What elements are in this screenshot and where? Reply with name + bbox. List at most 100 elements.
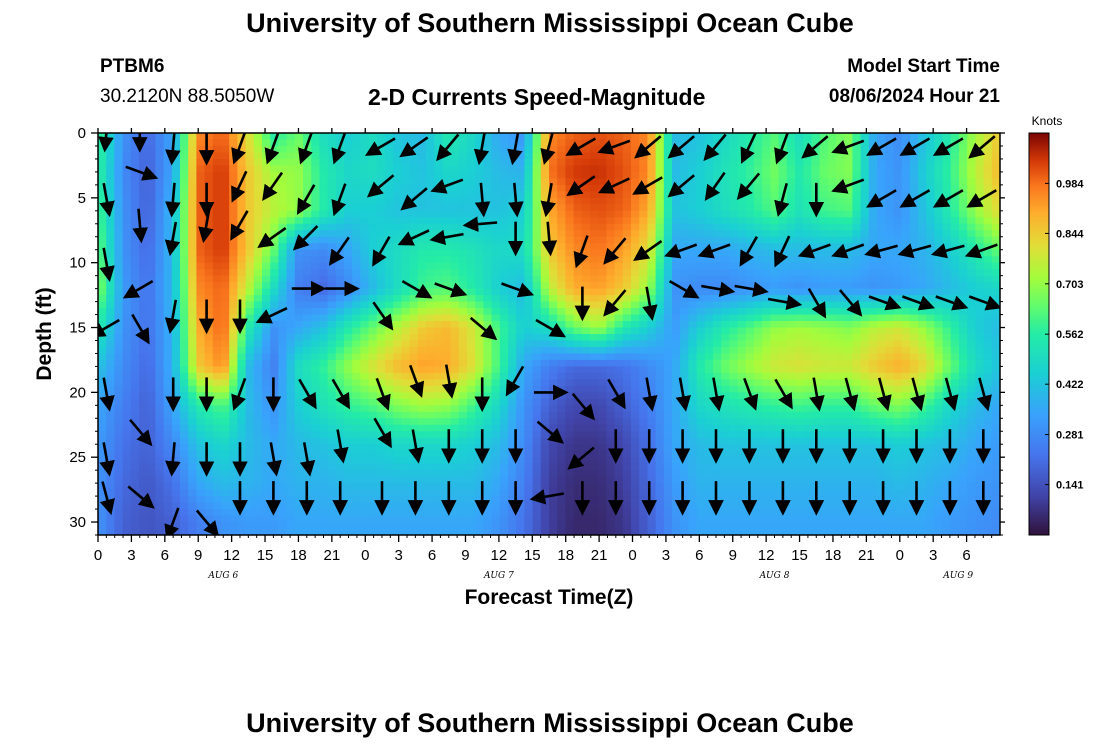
heatmap-cell <box>499 223 509 231</box>
heatmap-cell <box>245 158 255 167</box>
heatmap-cell <box>680 230 689 238</box>
heatmap-cell <box>286 385 296 393</box>
heatmap-cell <box>262 269 271 277</box>
heatmap-cell <box>180 295 189 303</box>
heatmap-cell <box>844 353 853 361</box>
heatmap-cell <box>171 411 181 419</box>
heatmap-cell <box>745 217 755 225</box>
heatmap-cell <box>204 282 214 290</box>
heatmap-cell <box>130 295 140 303</box>
heatmap-cell <box>319 334 329 342</box>
heatmap-cell <box>368 340 378 348</box>
heatmap-cell <box>639 236 648 244</box>
heatmap-cell <box>508 288 517 296</box>
heatmap-cell <box>221 275 230 283</box>
heatmap-cell <box>983 327 993 335</box>
heatmap-cell <box>754 392 763 400</box>
heatmap-cell <box>622 405 632 413</box>
heatmap-cell <box>991 262 1000 270</box>
heatmap-cell <box>819 262 829 270</box>
heatmap-cell <box>680 197 689 205</box>
heatmap-cell <box>868 314 878 322</box>
heatmap-cell <box>516 372 525 380</box>
heatmap-cell <box>754 152 763 160</box>
heatmap-cell <box>581 145 591 154</box>
heatmap-cell <box>631 204 640 212</box>
heatmap-cell <box>499 346 509 355</box>
heatmap-cell <box>795 340 804 348</box>
heatmap-cell <box>672 217 681 225</box>
heatmap-cell <box>499 314 509 322</box>
heatmap-cell <box>729 411 739 419</box>
heatmap-cell <box>844 184 853 192</box>
heatmap-cell <box>229 178 238 186</box>
heatmap-cell <box>549 405 558 413</box>
heatmap-cell <box>745 230 755 238</box>
heatmap-cell <box>130 321 140 329</box>
heatmap-cell <box>155 230 165 238</box>
heatmap-cell <box>426 256 435 264</box>
heatmap-cell <box>344 359 353 368</box>
heatmap-cell <box>130 424 140 432</box>
heatmap-cell <box>434 321 443 329</box>
heatmap-cell <box>196 398 206 406</box>
heatmap-cell <box>319 152 329 160</box>
heatmap-cell <box>877 217 886 225</box>
heatmap-cell <box>901 301 911 309</box>
heatmap-cell <box>335 334 345 342</box>
heatmap-cell <box>434 197 443 205</box>
heatmap-cell <box>368 392 378 400</box>
heatmap-cell <box>811 230 821 238</box>
heatmap-cell <box>639 204 648 212</box>
heatmap-cell <box>672 171 681 179</box>
heatmap-cell <box>450 269 460 277</box>
heatmap-cell <box>622 204 632 212</box>
heatmap-cell <box>778 405 788 413</box>
heatmap-cell <box>376 230 386 238</box>
heatmap-cell <box>508 210 517 218</box>
heatmap-cell <box>795 321 804 329</box>
heatmap-cell <box>139 178 148 186</box>
heatmap-cell <box>836 359 845 368</box>
heatmap-cell <box>893 327 903 335</box>
heatmap-cell <box>303 334 312 342</box>
heatmap-cell <box>606 217 616 225</box>
heatmap-cell <box>130 308 140 316</box>
heatmap-cell <box>319 133 329 141</box>
heatmap-cell <box>499 366 509 374</box>
heatmap-cell <box>319 184 329 192</box>
heatmap-cell <box>819 204 829 212</box>
heatmap-cell <box>696 165 706 173</box>
heatmap-cell <box>368 223 378 231</box>
heatmap-cell <box>622 145 632 154</box>
heatmap-cell <box>499 191 509 199</box>
heatmap-cell <box>614 158 624 167</box>
heatmap-cell <box>704 269 714 277</box>
heatmap-cell <box>762 308 771 316</box>
heatmap-cell <box>975 256 985 264</box>
heatmap-cell <box>557 243 566 251</box>
heatmap-cell <box>106 230 115 238</box>
heatmap-cell <box>631 217 640 225</box>
heatmap-cell <box>303 223 312 231</box>
heatmap-cell <box>278 327 288 335</box>
heatmap-cell <box>442 411 452 419</box>
heatmap-cell <box>877 256 886 264</box>
heatmap-cell <box>139 379 148 387</box>
heatmap-cell <box>221 210 230 218</box>
heatmap-cell <box>909 405 919 413</box>
heatmap-cell <box>729 204 739 212</box>
heatmap-cell <box>557 321 566 329</box>
heatmap-cell <box>294 171 304 179</box>
heatmap-cell <box>704 165 714 173</box>
heatmap-cell <box>959 275 968 283</box>
heatmap-cell <box>762 314 771 322</box>
heatmap-cell <box>786 184 796 192</box>
heatmap-cell <box>303 165 312 173</box>
heatmap-cell <box>327 353 337 361</box>
heatmap-cell <box>393 424 402 432</box>
heatmap-cell <box>770 262 780 270</box>
heatmap-cell <box>491 418 501 426</box>
heatmap-cell <box>163 217 173 225</box>
heatmap-cell <box>385 366 394 374</box>
